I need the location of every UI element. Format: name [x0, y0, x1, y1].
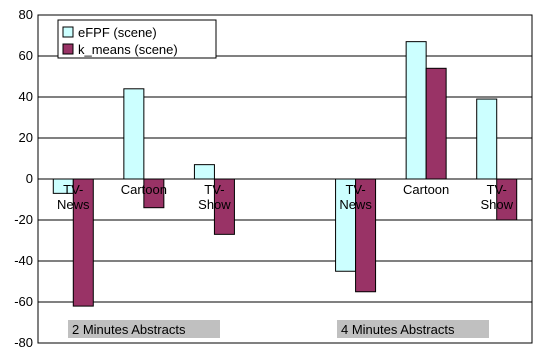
y-tick-label: -40	[14, 253, 33, 268]
bar-efpf	[123, 88, 145, 180]
y-tick-label: -60	[14, 294, 33, 309]
legend-swatch	[62, 26, 74, 38]
y-tick-label: -80	[14, 335, 33, 347]
y-tick-label: 40	[19, 89, 33, 104]
legend: eFPF (scene) k_means (scene)	[57, 19, 217, 59]
bar-efpf	[476, 98, 498, 180]
category-label: Cartoon	[403, 182, 449, 197]
category-label: Cartoon	[121, 182, 167, 197]
category-label: TV-News	[339, 182, 372, 212]
legend-swatch	[62, 43, 74, 55]
bar-efpf	[405, 41, 427, 180]
plot-area-border	[37, 14, 533, 344]
y-tick-label: 0	[26, 171, 33, 186]
y-tick-label: 60	[19, 48, 33, 63]
legend-label: eFPF (scene)	[78, 25, 157, 40]
category-labels: TV-News Cartoon TV-Show TV-News Cartoon TV-Sh…	[57, 182, 514, 212]
group-label: 4 Minutes Abstracts	[341, 322, 455, 337]
category-label: TV-Show	[480, 182, 513, 212]
legend-label: k_means (scene)	[78, 42, 178, 57]
group-labels: 2 Minutes Abstracts 4 Minutes Abstracts	[68, 320, 489, 338]
y-tick-label: 80	[19, 7, 33, 22]
y-tick-label: 20	[19, 130, 33, 145]
bar-kmeans	[425, 67, 447, 180]
bar-efpf	[193, 164, 215, 180]
y-axis-tick-labels: 80 60 40 20 0 -20 -40 -60 -80	[14, 7, 33, 347]
group-label-background	[68, 320, 220, 338]
group-label-background	[337, 320, 489, 338]
legend-box	[57, 19, 217, 59]
category-label: TV-News	[57, 182, 90, 212]
group-label: 2 Minutes Abstracts	[72, 322, 186, 337]
bars	[38, 41, 532, 307]
category-label: TV-Show	[198, 182, 231, 212]
y-tick-label: -20	[14, 212, 33, 227]
